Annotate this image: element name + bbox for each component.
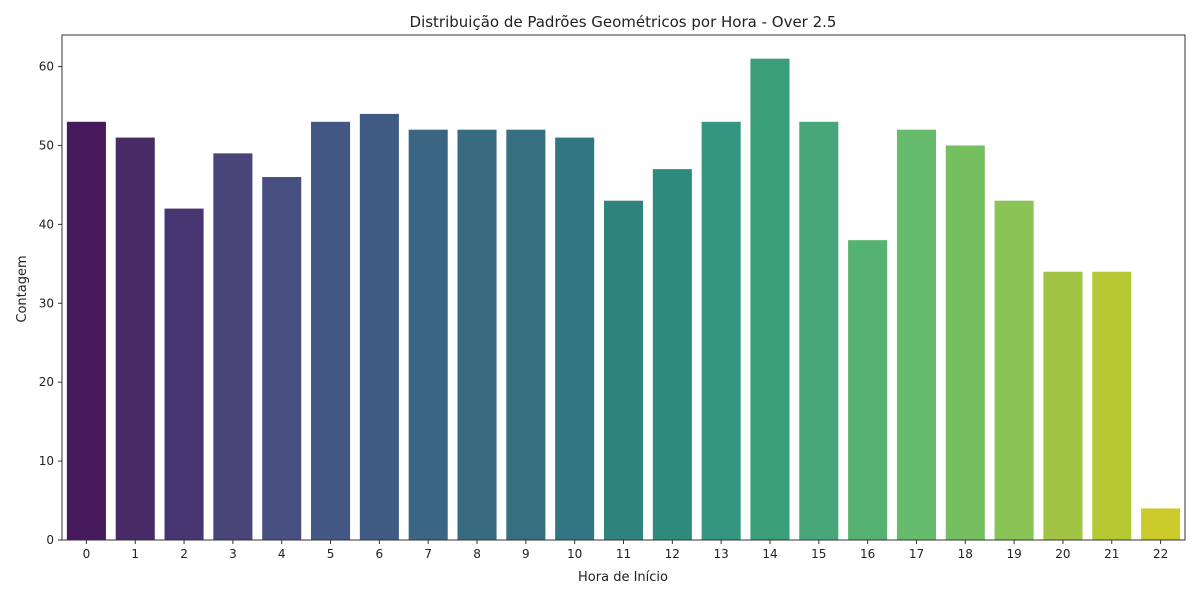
- bar-hour-5: [311, 121, 351, 541]
- bar-hour-9: [506, 129, 546, 540]
- x-tick-label: 6: [376, 547, 384, 561]
- x-tick-label: 0: [83, 547, 91, 561]
- bar-hour-4: [262, 177, 302, 540]
- x-tick-label: 4: [278, 547, 286, 561]
- y-tick-label: 40: [39, 217, 54, 231]
- bar-hour-0: [66, 121, 106, 541]
- bar-hour-10: [555, 137, 595, 540]
- x-tick-label: 5: [327, 547, 335, 561]
- bar-hour-3: [213, 153, 253, 541]
- y-tick-label: 60: [39, 60, 54, 74]
- y-tick-label: 50: [39, 138, 54, 152]
- bar-hour-6: [359, 113, 399, 540]
- x-tick-label: 17: [909, 547, 924, 561]
- x-tick-label: 21: [1104, 547, 1119, 561]
- chart-title: Distribuição de Padrões Geométricos por …: [410, 13, 837, 31]
- x-tick-label: 22: [1153, 547, 1168, 561]
- y-axis-ticks: 0 10 20 30 40 50 60: [39, 60, 62, 547]
- bars-group: [66, 58, 1181, 541]
- x-tick-label: 19: [1006, 547, 1021, 561]
- bar-hour-20: [1043, 271, 1083, 540]
- bar-hour-15: [799, 121, 839, 541]
- x-axis-label: Hora de Início: [578, 570, 668, 585]
- x-tick-label: 3: [229, 547, 237, 561]
- bar-hour-11: [603, 200, 644, 540]
- x-tick-label: 11: [616, 547, 631, 561]
- x-tick-label: 18: [958, 547, 973, 561]
- bar-hour-1: [115, 137, 155, 540]
- x-tick-label: 15: [811, 547, 826, 561]
- x-tick-label: 1: [131, 547, 139, 561]
- y-tick-label: 10: [39, 454, 54, 468]
- bar-hour-21: [1092, 271, 1132, 540]
- bar-hour-14: [750, 58, 790, 541]
- bar-hour-19: [994, 200, 1034, 540]
- bar-hour-12: [652, 169, 692, 540]
- y-tick-label: 30: [39, 296, 54, 310]
- x-axis-ticks: 0 1 2 3 4 5 6 7 8 9 10 11 12 13 14 15 16 17 18 19 20 21 22: [83, 540, 1168, 561]
- x-tick-label: 20: [1055, 547, 1070, 561]
- bar-hour-16: [848, 240, 888, 540]
- bar-hour-22: [1141, 508, 1181, 540]
- y-tick-label: 20: [39, 375, 54, 389]
- bar-hour-7: [408, 129, 448, 540]
- x-tick-label: 14: [762, 547, 777, 561]
- x-tick-label: 12: [665, 547, 680, 561]
- x-tick-label: 10: [567, 547, 582, 561]
- bar-hour-2: [164, 208, 204, 540]
- x-tick-label: 7: [424, 547, 432, 561]
- y-axis-label: Contagem: [15, 255, 30, 322]
- x-tick-label: 16: [860, 547, 875, 561]
- bar-hour-18: [945, 145, 985, 540]
- x-tick-label: 2: [180, 547, 188, 561]
- plot-frame: [61, 34, 1186, 541]
- bar-hour-8: [457, 129, 497, 540]
- bar-hour-17: [896, 129, 936, 540]
- x-tick-label: 13: [714, 547, 729, 561]
- bar-hour-13: [701, 121, 741, 541]
- x-tick-label: 9: [522, 547, 530, 561]
- y-tick-label: 0: [46, 533, 54, 547]
- x-tick-label: 8: [473, 547, 481, 561]
